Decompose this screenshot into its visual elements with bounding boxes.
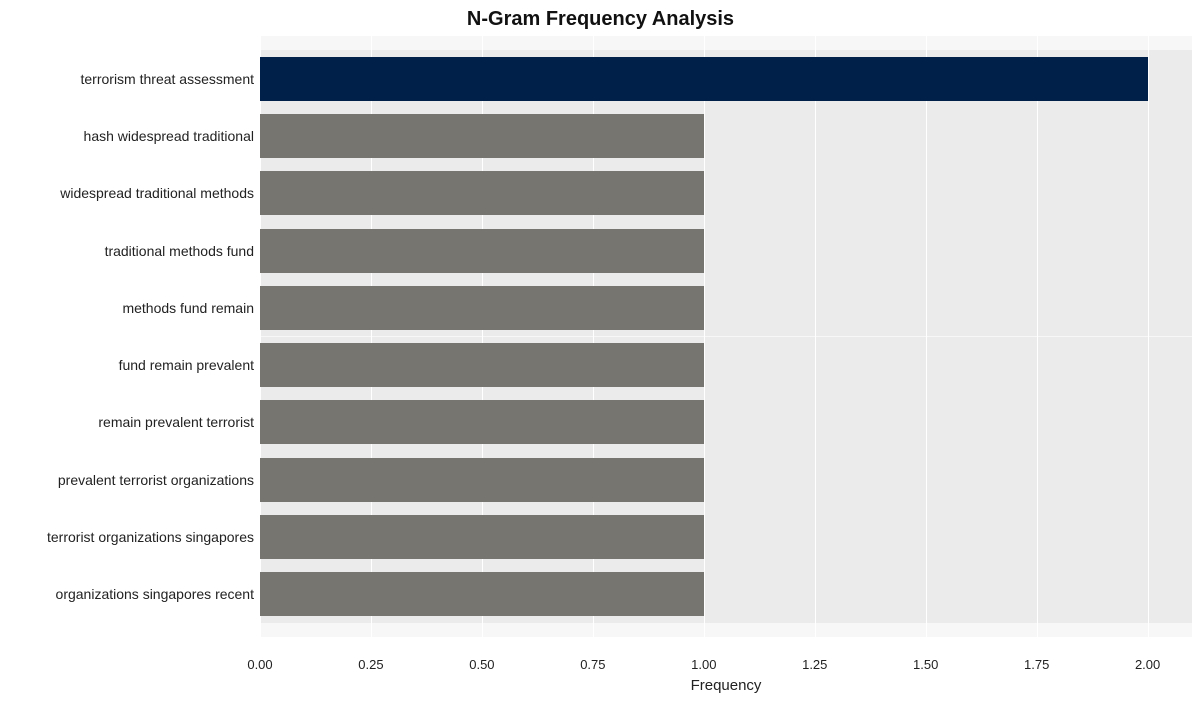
chart-title: N-Gram Frequency Analysis xyxy=(0,8,1201,31)
bar xyxy=(260,400,704,444)
x-axis-title: Frequency xyxy=(260,677,1192,694)
y-tick-label: terrorism threat assessment xyxy=(81,71,255,87)
x-tick-label: 0.00 xyxy=(247,657,272,672)
x-gridline xyxy=(926,36,927,637)
x-axis-tick-labels: 0.000.250.500.751.001.251.501.752.00 xyxy=(260,657,1192,677)
x-tick-label: 0.25 xyxy=(358,657,383,672)
x-gridline xyxy=(815,36,816,637)
x-tick-label: 1.50 xyxy=(913,657,938,672)
y-tick-label: widespread traditional methods xyxy=(60,185,254,201)
y-tick-label: methods fund remain xyxy=(122,300,254,316)
x-gridline xyxy=(1148,36,1149,637)
x-gridline xyxy=(1037,36,1038,637)
y-tick-label: prevalent terrorist organizations xyxy=(58,472,254,488)
x-tick-label: 1.25 xyxy=(802,657,827,672)
bar xyxy=(260,458,704,502)
bar xyxy=(260,171,704,215)
x-tick-label: 1.00 xyxy=(691,657,716,672)
x-gridline xyxy=(704,36,705,637)
bar xyxy=(260,572,704,616)
x-tick-label: 1.75 xyxy=(1024,657,1049,672)
bar xyxy=(260,114,704,158)
bar xyxy=(260,286,704,330)
ngram-frequency-chart: N-Gram Frequency Analysis terrorism thre… xyxy=(0,0,1201,701)
y-tick-label: organizations singapores recent xyxy=(56,586,254,602)
x-tick-label: 0.75 xyxy=(580,657,605,672)
bar xyxy=(260,515,704,559)
y-tick-label: hash widespread traditional xyxy=(84,128,254,144)
plot-area xyxy=(260,36,1192,637)
bar xyxy=(260,343,704,387)
y-tick-label: traditional methods fund xyxy=(105,243,254,259)
x-tick-label: 2.00 xyxy=(1135,657,1160,672)
bar xyxy=(260,57,1148,101)
y-tick-label: fund remain prevalent xyxy=(119,357,254,373)
x-tick-label: 0.50 xyxy=(469,657,494,672)
y-tick-label: terrorist organizations singapores xyxy=(47,529,254,545)
bar xyxy=(260,229,704,273)
y-tick-label: remain prevalent terrorist xyxy=(98,414,254,430)
y-axis-labels: terrorism threat assessment hash widespre… xyxy=(0,36,260,637)
